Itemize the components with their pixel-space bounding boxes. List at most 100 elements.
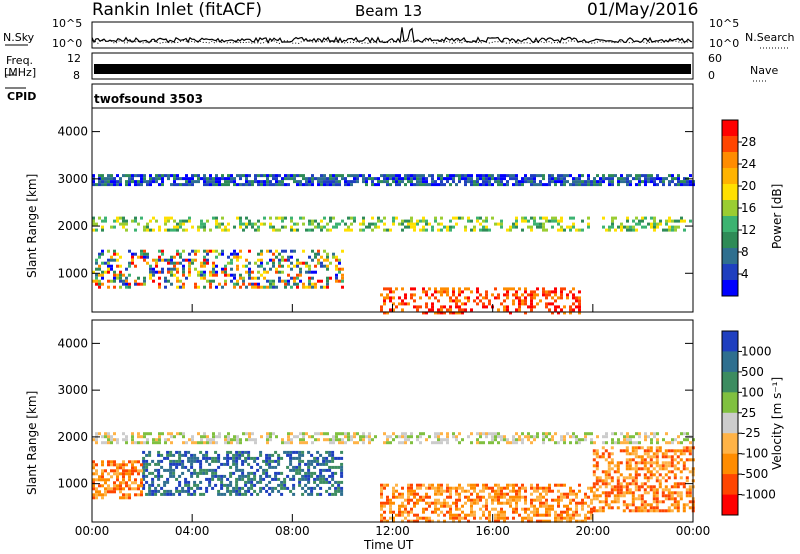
power-cell-3 (500, 183, 503, 187)
velocity-cell-0 (292, 450, 296, 454)
velocity-cell-4 (389, 435, 392, 439)
power-cell-3 (386, 183, 389, 187)
power-cell-2 (683, 228, 686, 232)
power-cell-3 (293, 174, 296, 178)
velocity-cell-0 (277, 489, 281, 493)
power-cell-3 (185, 180, 188, 184)
velocity-cell-3 (601, 446, 605, 450)
velocity-cell-2 (536, 486, 539, 490)
power-cell-3 (284, 177, 287, 181)
power-cell-3 (500, 177, 503, 181)
velocity-cell-4 (389, 441, 392, 445)
velocity-cell-2 (512, 486, 515, 490)
velocity-cell-2 (443, 504, 446, 508)
power-cell-0 (299, 261, 302, 265)
power-cell-0 (221, 267, 224, 271)
power-cell-3 (335, 180, 338, 184)
power-cell-2 (668, 225, 671, 229)
velocity-cell-0 (319, 477, 323, 481)
power-cell-2 (542, 216, 545, 220)
power-cell-2 (329, 216, 332, 220)
power-cell-3 (407, 177, 410, 181)
power-cell-0 (176, 279, 179, 283)
power-cell-3 (677, 174, 680, 178)
nsky-panel (91, 21, 694, 49)
power-cell-3 (152, 177, 155, 181)
velocity-cell-0 (298, 453, 302, 457)
power-cell-2 (182, 228, 185, 232)
power-cell-0 (296, 285, 299, 289)
power-cell-3 (479, 177, 482, 181)
power-cell-3 (602, 180, 605, 184)
power-cell-2 (629, 228, 632, 232)
power-cell-2 (515, 216, 518, 220)
velocity-colorbar-swatch (722, 371, 738, 393)
power-cell-2 (134, 228, 137, 232)
power-cell-1 (437, 299, 440, 303)
power-cell-3 (200, 177, 203, 181)
velocity-cell-3 (628, 482, 632, 486)
power-cell-0 (179, 252, 182, 256)
power-cell-3 (359, 174, 362, 178)
velocity-cell-0 (181, 471, 185, 475)
velocity-cell-3 (658, 446, 662, 450)
power-cell-3 (227, 183, 230, 187)
power-cell-3 (209, 177, 212, 181)
velocity-cell-0 (142, 486, 146, 490)
velocity-cell-4 (578, 441, 581, 445)
power-cell-3 (437, 183, 440, 187)
velocity-cell-4 (146, 441, 149, 445)
velocity-cell-3 (604, 503, 608, 507)
power-cell-3 (185, 174, 188, 178)
velocity-cell-1 (113, 469, 116, 473)
power-cell-0 (191, 258, 194, 262)
power-cell-3 (263, 183, 266, 187)
power-cell-3 (503, 174, 506, 178)
velocity-cell-4 (488, 432, 491, 436)
power-cell-1 (479, 299, 482, 303)
velocity-cell-0 (199, 462, 203, 466)
power-colorbar-tick-label: 16 (741, 201, 756, 215)
power-cell-2 (122, 216, 125, 220)
velocity-cell-4 (92, 438, 95, 442)
velocity-cell-2 (467, 498, 470, 502)
power-cell-0 (212, 267, 215, 271)
velocity-cell-2 (458, 507, 461, 511)
velocity-cell-4 (617, 438, 620, 442)
power-cell-2 (311, 222, 314, 226)
velocity-cell-1 (134, 466, 137, 470)
power-cell-0 (146, 255, 149, 259)
velocity-cell-3 (592, 470, 596, 474)
power-cell-3 (197, 180, 200, 184)
power-cell-2 (641, 216, 644, 220)
power-cell-0 (110, 279, 113, 283)
velocity-cell-2 (449, 486, 452, 490)
power-cell-3 (647, 177, 650, 181)
power-cell-3 (128, 174, 131, 178)
velocity-cell-0 (322, 459, 326, 463)
velocity-cell-1 (98, 484, 101, 488)
velocity-cell-3 (670, 461, 674, 465)
velocity-cell-0 (247, 456, 251, 460)
power-cell-2 (158, 228, 161, 232)
power-cell-1 (467, 287, 470, 291)
velocity-cell-2 (503, 519, 506, 523)
power-cell-1 (437, 311, 440, 315)
velocity-cell-3 (634, 461, 638, 465)
velocity-cell-4 (626, 441, 629, 445)
velocity-cell-2 (452, 516, 455, 520)
power-cell-0 (323, 264, 326, 268)
velocity-cell-2 (398, 510, 401, 514)
power-cell-2 (245, 225, 248, 229)
velocity-cell-4 (521, 441, 524, 445)
velocity-cell-4 (122, 432, 125, 436)
velocity-cell-1 (95, 478, 98, 482)
velocity-cell-2 (539, 498, 542, 502)
power-cell-2 (437, 222, 440, 226)
velocity-cell-2 (488, 510, 491, 514)
power-cell-0 (107, 285, 110, 289)
velocity-cell-3 (670, 509, 674, 513)
velocity-cell-0 (298, 483, 302, 487)
power-cell-0 (329, 261, 332, 265)
velocity-cell-1 (116, 469, 119, 473)
